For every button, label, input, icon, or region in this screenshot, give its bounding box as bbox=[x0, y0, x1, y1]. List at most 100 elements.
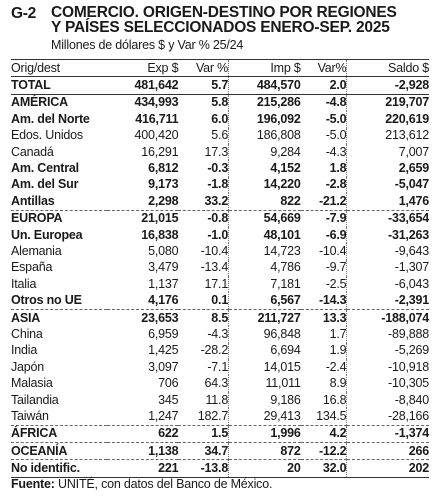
row-label: Am. del Sur bbox=[11, 177, 79, 192]
exp-var: 11.8 bbox=[205, 392, 229, 407]
row-label: Un. Europea bbox=[11, 227, 83, 242]
exp-var: -10.4 bbox=[200, 243, 229, 258]
saldo-value: -31,263 bbox=[346, 226, 429, 244]
exp-value: 622 bbox=[106, 424, 179, 443]
row-label: Antillas bbox=[11, 193, 55, 208]
imp-var: -6.9 bbox=[325, 227, 347, 242]
table-row: China 6,959 -4.3 96,848 1.7 -89,888 bbox=[11, 326, 429, 343]
source-label: Fuente: bbox=[11, 477, 55, 491]
exp-value: 16,291 bbox=[141, 144, 179, 159]
imp-value: 196,092 bbox=[228, 111, 301, 128]
table-row: Un. Europea 16,838 -1.0 48,101 -6.9 -31,263 bbox=[11, 226, 429, 244]
saldo-value: 213,612 bbox=[346, 127, 429, 144]
exp-var: -0.8 bbox=[178, 209, 229, 227]
table-row: Alemania 5,080 -10.4 14,723 -10.4 -9,643 bbox=[11, 243, 429, 260]
imp-var: 1.7 bbox=[329, 326, 347, 341]
imp-value: 6,694 bbox=[228, 342, 301, 360]
exp-value: 1,247 bbox=[148, 408, 179, 423]
col-header-exp: Exp $ bbox=[106, 58, 179, 78]
exp-var: 8.5 bbox=[178, 308, 229, 327]
imp-var: 4.2 bbox=[300, 424, 347, 443]
exp-var: 1.5 bbox=[178, 424, 229, 443]
exp-var: 17.1 bbox=[204, 276, 229, 291]
imp-value: 4,152 bbox=[228, 160, 301, 177]
exp-var: 6.0 bbox=[211, 111, 229, 126]
trade-table: Orig/dest Exp $ Var % Imp $ Var% Saldo $… bbox=[11, 58, 429, 478]
exp-var: 33.2 bbox=[204, 193, 229, 208]
imp-value: 484,570 bbox=[228, 76, 301, 95]
imp-value: 14,723 bbox=[228, 243, 301, 260]
row-label: Canadá bbox=[11, 144, 54, 159]
exp-var: -1.8 bbox=[207, 177, 229, 192]
exp-var: 64.3 bbox=[204, 376, 229, 391]
row-label: Italia bbox=[11, 276, 37, 291]
exp-value: 1,137 bbox=[148, 276, 179, 291]
imp-value: 14,015 bbox=[228, 359, 301, 376]
imp-var: 134.5 bbox=[316, 408, 347, 423]
saldo-value: 220,619 bbox=[346, 111, 429, 128]
col-header-var-imp: Var% bbox=[300, 58, 347, 78]
imp-var: -12.2 bbox=[300, 441, 347, 460]
source-footer: Fuente: UNITÉ, con datos del Banco de Mé… bbox=[11, 477, 272, 491]
imp-var: 32.0 bbox=[300, 459, 347, 478]
saldo-value: -2,391 bbox=[346, 292, 429, 310]
table-row: Italia 1,137 17.1 7,181 -2.5 -6,043 bbox=[11, 276, 429, 293]
exp-value: 16,838 bbox=[141, 227, 179, 242]
imp-var: -21.2 bbox=[318, 193, 347, 208]
figure-id: G-2 bbox=[11, 5, 36, 22]
imp-var: -7.9 bbox=[300, 209, 347, 227]
col-header-saldo: Saldo $ bbox=[346, 58, 429, 78]
imp-var: -2.4 bbox=[325, 359, 347, 374]
table-row: España 3,479 -13.4 4,786 -9.7 -1,307 bbox=[11, 259, 429, 277]
imp-value: 11,011 bbox=[228, 375, 301, 392]
imp-value: 186,808 bbox=[228, 127, 301, 144]
exp-value: 21,015 bbox=[106, 209, 179, 227]
saldo-value: -10,918 bbox=[346, 359, 429, 376]
imp-var: -2.8 bbox=[325, 177, 347, 192]
imp-var: -2.5 bbox=[325, 276, 347, 291]
saldo-value: -188,074 bbox=[346, 308, 429, 327]
imp-value: 872 bbox=[228, 441, 301, 460]
exp-var: 182.7 bbox=[197, 408, 229, 423]
table-header-row: Orig/dest Exp $ Var % Imp $ Var% Saldo $ bbox=[11, 58, 429, 78]
row-label: ÁFRICA bbox=[11, 424, 107, 443]
table-row: Malasia 706 64.3 11,011 8.9 -10,305 bbox=[11, 375, 429, 392]
imp-var: -4.8 bbox=[300, 93, 347, 112]
table-row: India 1,425 -28.2 6,694 1.9 -5,269 bbox=[11, 342, 429, 360]
table-row: Antillas 2,298 33.2 822 -21.2 1,476 bbox=[11, 193, 429, 211]
exp-var: 5.7 bbox=[178, 76, 229, 95]
exp-value: 3,479 bbox=[148, 260, 179, 275]
saldo-value: -1,374 bbox=[346, 424, 429, 443]
saldo-value: -5,269 bbox=[346, 342, 429, 360]
saldo-value: -2,928 bbox=[346, 76, 429, 95]
exp-value: 400,420 bbox=[134, 128, 179, 143]
row-label: Taiwán bbox=[11, 408, 49, 423]
exp-value: 23,653 bbox=[106, 308, 179, 327]
saldo-value: 7,007 bbox=[346, 143, 429, 161]
saldo-value: -33,654 bbox=[346, 209, 429, 227]
saldo-value: 266 bbox=[346, 441, 429, 460]
imp-var: 13.3 bbox=[300, 308, 347, 327]
exp-value: 2,298 bbox=[148, 193, 179, 208]
row-label: OCEANÍA bbox=[11, 441, 107, 460]
exp-var: -28.2 bbox=[200, 343, 229, 358]
exp-value: 345 bbox=[158, 392, 179, 407]
exp-value: 706 bbox=[158, 376, 179, 391]
col-header-origin: Orig/dest bbox=[11, 58, 107, 78]
imp-value: 9,186 bbox=[228, 391, 301, 409]
imp-var: 1.8 bbox=[329, 161, 347, 176]
imp-var: -5.0 bbox=[325, 128, 347, 143]
row-label: Edos. Unidos bbox=[11, 128, 83, 143]
saldo-value: -8,840 bbox=[346, 391, 429, 409]
saldo-value: 219,707 bbox=[346, 93, 429, 112]
imp-var: 8.9 bbox=[329, 376, 347, 391]
table-row: No identific. 221 -13.8 20 32.0 202 bbox=[11, 459, 429, 478]
table-row: OCEANÍA 1,138 34.7 872 -12.2 266 bbox=[11, 441, 429, 460]
exp-var: 34.7 bbox=[178, 441, 229, 460]
table-row: AMÉRICA 434,993 5.8 215,286 -4.8 219,707 bbox=[11, 93, 429, 112]
exp-value: 9,173 bbox=[148, 177, 179, 192]
exp-var: -13.4 bbox=[200, 260, 229, 275]
row-label: EUROPA bbox=[11, 209, 107, 227]
imp-value: 215,286 bbox=[228, 93, 301, 112]
row-label: TOTAL bbox=[11, 76, 107, 95]
